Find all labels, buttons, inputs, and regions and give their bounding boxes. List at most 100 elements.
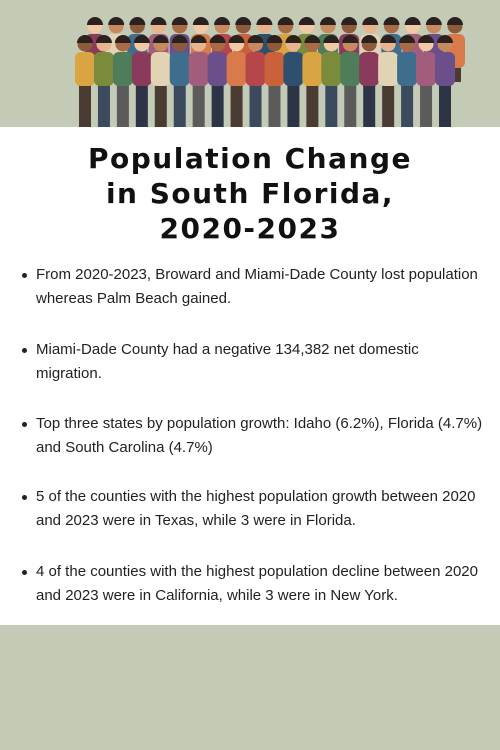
- crowd-shape: [190, 35, 207, 43]
- crowd-shape: [418, 35, 435, 43]
- bullet-line: and South Carolina (4.7%): [36, 439, 213, 456]
- crowd-shape: [382, 82, 395, 127]
- crowd-shape: [192, 17, 209, 25]
- crowd-shape: [306, 82, 319, 127]
- crowd-shape: [264, 52, 285, 86]
- bullet-line: and 2023 were in Texas, while 3 were in …: [36, 512, 356, 529]
- crowd-shape: [344, 82, 357, 127]
- crowd-shape: [235, 17, 252, 25]
- crowd-shape: [207, 52, 228, 86]
- title-line: 2020-2023: [159, 212, 341, 245]
- crowd-shape: [211, 82, 224, 127]
- crowd-shape: [173, 82, 186, 127]
- content-panel: Population Change in South Florida, 2020…: [0, 127, 500, 625]
- title-line: in South Florida,: [105, 177, 395, 210]
- bullet-line: Miami-Dade County had a negative 134,382…: [36, 341, 419, 358]
- crowd-shape: [416, 52, 437, 86]
- bullet: From 2020-2023, Broward and Miami-Dade C…: [22, 263, 478, 311]
- crowd-shape: [277, 17, 294, 25]
- bullet-line: 4 of the counties with the highest popul…: [36, 563, 478, 580]
- bullet: Miami-Dade County had a negative 134,382…: [22, 338, 419, 386]
- crowd-shape: [95, 35, 112, 43]
- crowd-shape: [245, 52, 266, 86]
- crowd-shape: [425, 17, 442, 25]
- crowd-shape: [129, 17, 146, 25]
- crowd-shape: [447, 17, 463, 25]
- crowd-shape: [378, 52, 399, 86]
- crowd-shape: [304, 35, 321, 43]
- crowd-shape: [319, 17, 336, 25]
- crowd-shape: [112, 52, 133, 86]
- crowd-shape: [404, 17, 421, 25]
- bullet-line: migration.: [36, 365, 102, 382]
- crowd-shape: [87, 17, 103, 25]
- crowd-shape: [359, 52, 380, 86]
- crowd-illustration: [75, 17, 465, 127]
- crowd-shape: [380, 35, 397, 43]
- crowd-shape: [152, 35, 169, 43]
- crowd-shape: [287, 82, 300, 127]
- crowd-shape: [325, 82, 338, 127]
- crowd-shape: [249, 82, 262, 127]
- crowd-shape: [169, 52, 190, 86]
- bullet-line: From 2020-2023, Broward and Miami-Dade C…: [36, 266, 478, 283]
- crowd-shape: [192, 82, 205, 127]
- crowd-shape: [247, 35, 264, 43]
- crowd-shape: [171, 35, 188, 43]
- crowd-shape: [435, 52, 455, 86]
- crowd-shape: [108, 17, 125, 25]
- bullet: 5 of the counties with the highest popul…: [22, 485, 475, 533]
- crowd-shape: [340, 52, 361, 86]
- bullet-line: Top three states by population growth: I…: [36, 415, 483, 432]
- crowd-shape: [363, 82, 376, 127]
- bullet-line: whereas Palm Beach gained.: [36, 290, 232, 307]
- crowd-shape: [226, 52, 247, 86]
- crowd-shape: [228, 35, 245, 43]
- title: Population Change in South Florida, 2020…: [0, 141, 500, 246]
- crowd-shape: [361, 35, 378, 43]
- crowd-shape: [321, 52, 342, 86]
- crowd-shape: [77, 35, 93, 43]
- crowd-shape: [266, 35, 283, 43]
- crowd-shape: [401, 82, 414, 127]
- crowd-shape: [150, 52, 171, 86]
- crowd-shape: [302, 52, 323, 86]
- crowd-shape: [399, 35, 416, 43]
- crowd-shape: [171, 17, 188, 25]
- crowd-shape: [209, 35, 226, 43]
- crowd-shape: [133, 35, 150, 43]
- crowd-shape: [131, 52, 152, 86]
- crowd-shape: [214, 17, 231, 25]
- crowd-shape: [150, 17, 167, 25]
- crowd-shape: [75, 52, 95, 86]
- crowd-shape: [285, 35, 302, 43]
- crowd-shape: [437, 35, 453, 43]
- bullet-line: 5 of the counties with the highest popul…: [36, 488, 476, 505]
- crowd-shape: [283, 52, 304, 86]
- bullet: Top three states by population growth: I…: [22, 412, 482, 460]
- crowd-shape: [383, 17, 400, 25]
- crowd-shape: [114, 34, 131, 43]
- crowd-shape: [397, 52, 418, 86]
- crowd-shape: [420, 82, 433, 127]
- crowd-shape: [341, 17, 358, 25]
- crowd-shape: [97, 82, 110, 127]
- crowd-shape: [268, 82, 281, 127]
- title-line: Population Change: [88, 142, 412, 175]
- crowd-shape: [298, 17, 315, 25]
- crowd-shape: [439, 82, 451, 127]
- crowd-shape: [116, 82, 129, 127]
- crowd-shape: [230, 82, 243, 127]
- crowd-shape: [256, 17, 273, 25]
- crowd-shape: [93, 52, 114, 86]
- crowd-shape: [154, 82, 167, 127]
- crowd-shape: [362, 17, 379, 25]
- crowd-shape: [188, 52, 209, 86]
- crowd-shape: [342, 35, 359, 43]
- bullet-line: and 2023 were in California, while 3 wer…: [36, 587, 398, 604]
- crowd-shape: [323, 35, 340, 43]
- bullet: 4 of the counties with the highest popul…: [22, 560, 478, 608]
- crowd-shape: [135, 82, 148, 127]
- crowd-shape: [79, 82, 91, 127]
